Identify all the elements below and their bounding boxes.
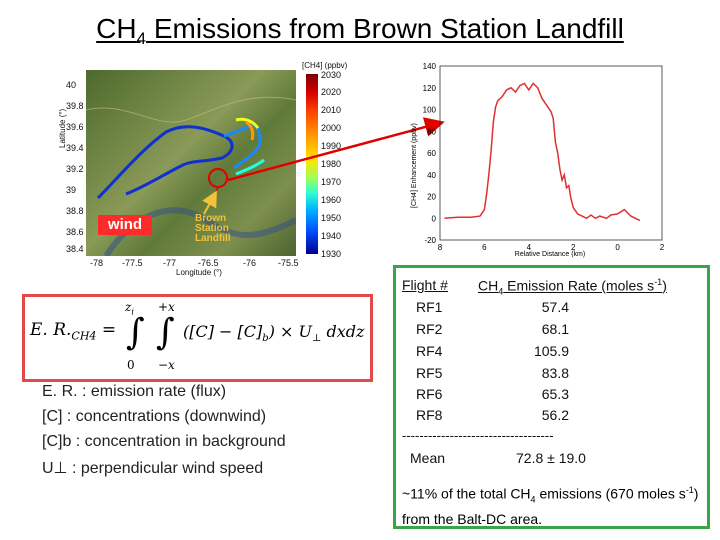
chart-y-tick: 0 <box>432 214 437 223</box>
colorbar-tick: 2000 <box>321 123 342 133</box>
series-line <box>444 82 641 222</box>
red-arrow <box>227 117 445 182</box>
table-row-rate: 105.9 <box>533 343 569 359</box>
map-y-ticks: 40 39.8 39.6 39.4 39.2 39 38.8 38.6 38.4 <box>66 68 84 258</box>
integral-sign-inner: ∫ <box>156 312 175 353</box>
flight-track-map <box>86 70 296 256</box>
table-row-flight: RF6 <box>416 386 443 402</box>
chart-y-tick: 140 <box>423 62 437 71</box>
rate-header: CH4 Emission Rate (moles s-1) <box>478 277 667 297</box>
colorbar-label: [CH4] (ppbv) <box>302 61 348 70</box>
definition-background: [C]b : concentration in background <box>42 433 286 450</box>
table-row-rate: 65.3 <box>541 386 569 402</box>
map-xlabel: Longitude (°) <box>176 268 222 277</box>
map-x-tick: -77.5 <box>122 258 143 268</box>
slide-title: CH4 Emissions from Brown Station Landfil… <box>96 13 624 48</box>
chart-x-tick: 0 <box>615 243 620 252</box>
chart-x-tick: 2 <box>660 243 665 252</box>
chart-y-tick: 80 <box>427 127 436 136</box>
chart-y-tick: 120 <box>423 84 437 93</box>
table-row-flight: RF2 <box>416 321 443 337</box>
map-y-tick: 39.2 <box>66 164 84 174</box>
chart-x-tick: 6 <box>482 243 487 252</box>
chart-x-tick: 2 <box>571 243 576 252</box>
map-x-tick: -76.5 <box>198 258 219 268</box>
map-x-tick: -78 <box>90 258 104 268</box>
chart-frame <box>439 65 663 241</box>
landfill-arrow <box>202 190 217 215</box>
map-y-tick: 40 <box>66 80 77 90</box>
colorbar-tick: 1940 <box>321 231 342 241</box>
chart-xlabel: Relative Distance (km) <box>515 251 585 258</box>
table-row-rate: 56.2 <box>541 407 569 423</box>
map-y-tick: 38.8 <box>66 206 84 216</box>
results-box <box>393 265 710 529</box>
mean-value: 72.8 ± 19.0 <box>516 450 586 466</box>
chart-x-tick: 8 <box>438 243 443 252</box>
table-row-rate: 68.1 <box>541 321 569 337</box>
landfill-label: Brown Station Landfill <box>195 213 231 244</box>
map-y-tick: 38.6 <box>66 227 84 237</box>
colorbar-tick: 1980 <box>321 159 342 169</box>
definition-concentration: [C] : concentrations (downwind) <box>42 408 267 425</box>
table-row-rate: 83.8 <box>541 365 569 381</box>
wind-label-box <box>98 215 152 235</box>
table-row-flight: RF5 <box>416 365 443 381</box>
map-x-tick: -77 <box>163 258 177 268</box>
table-row-flight: RF8 <box>416 407 443 423</box>
table-row-rate: 57.4 <box>541 299 569 315</box>
map-x-tick: -76 <box>243 258 257 268</box>
colorbar-tick: 1990 <box>321 141 342 151</box>
map-y-tick: 39.4 <box>66 143 84 153</box>
definition-wind-speed: U⊥ : perpendicular wind speed <box>42 460 264 477</box>
table-row-flight: RF1 <box>416 299 443 315</box>
map-x-tick: -75.5 <box>278 258 299 268</box>
formula-box <box>22 294 373 382</box>
colorbar-tick: 1950 <box>321 213 342 223</box>
chart-y-tick: 60 <box>427 149 436 158</box>
formula-lower-x: −x <box>158 358 175 372</box>
map-y-tick: 39.6 <box>66 122 84 132</box>
map-y-tick: 38.4 <box>66 244 84 254</box>
flight-header: Flight # <box>402 277 448 293</box>
formula-upper-x: +x <box>158 300 175 314</box>
chart-y-tick: -20 <box>424 236 436 245</box>
table-row-flight: RF4 <box>416 343 443 359</box>
colorbar-ticks: 2030 2020 2010 2000 1990 1980 1970 1960 … <box>321 70 347 260</box>
summary-text: ~11% of the total CH4 emissions (670 mol… <box>402 485 699 528</box>
colorbar-tick: 2030 <box>321 70 342 80</box>
colorbar-tick: 2020 <box>321 87 342 97</box>
colorbar-tick: 2010 <box>321 105 342 115</box>
table-separator: ----------------------------------- <box>402 428 554 443</box>
map-y-tick: 39.8 <box>66 101 84 111</box>
wind-label: wind <box>107 216 143 233</box>
definition-emission-rate: E. R. : emission rate (flux) <box>42 383 227 400</box>
colorbar-tick: 1970 <box>321 177 342 187</box>
colorbar-tick: 1960 <box>321 195 342 205</box>
chart-x-tick: 4 <box>527 243 532 252</box>
formula-upper-z: zi <box>125 300 134 317</box>
formula-integrand: ([C] − [C]b) × U⊥ dxdz <box>183 322 365 345</box>
integral-sign-outer: ∫ <box>126 312 145 353</box>
colorbar <box>306 74 318 254</box>
formula-lhs: E. R.CH4 = <box>30 320 117 343</box>
formula-lower-z: 0 <box>127 358 135 372</box>
chart-y-tick: 40 <box>427 171 436 180</box>
chart-y-tick: 20 <box>427 193 436 202</box>
chart-y-tick: 100 <box>423 106 437 115</box>
map-x-ticks: -78 -77.5 -77 -76.5 -76 -75.5 <box>90 258 310 270</box>
mean-label: Mean <box>410 450 446 466</box>
colorbar-tick: 1930 <box>321 249 342 259</box>
chart-ylabel: [CH4] Enhancement (ppbv) <box>411 123 418 208</box>
map-y-tick: 39 <box>66 185 77 195</box>
